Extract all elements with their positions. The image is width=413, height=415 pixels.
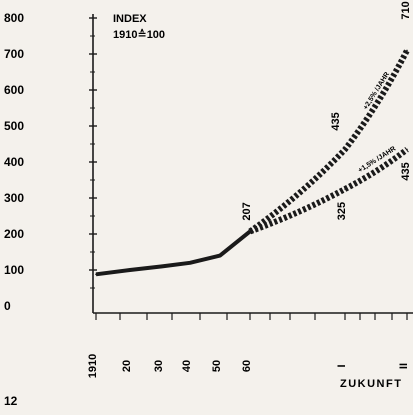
- series-2-point-II: [406, 148, 408, 151]
- y-tick-label-500: 500: [4, 119, 24, 133]
- value-label-325: 325: [336, 202, 348, 220]
- chart-subtitle: 1910≙100: [113, 28, 165, 41]
- x-tick-label-60: 60: [241, 360, 253, 372]
- x-tick-label-40: 40: [181, 360, 193, 372]
- series-0-point-20: [129, 269, 131, 271]
- y-tick-label-800: 800: [4, 11, 24, 25]
- y-tick-label-700: 700: [4, 47, 24, 61]
- y-tick-label-200: 200: [4, 227, 24, 241]
- annotation-layer: 207 435 710 325 435: [241, 1, 412, 220]
- series-1-point-II: [406, 49, 408, 52]
- y-tick-label-600: 600: [4, 83, 24, 97]
- page-number: 12: [4, 394, 18, 408]
- series-line-historic: [95, 229, 252, 277]
- y-axis-tick-labels: 800 700 600 500 400 300 200 100 0: [4, 11, 24, 313]
- series-1-point-I: [344, 148, 346, 151]
- chart-title: INDEX: [113, 13, 147, 25]
- rate-label-1: +2,5% /JAHR: [362, 71, 391, 111]
- value-label-710: 710: [400, 1, 412, 19]
- value-label-435: 435: [400, 162, 412, 180]
- series-0-point-30: [161, 265, 163, 268]
- y-tick-label-300: 300: [4, 191, 24, 205]
- x-axis-label: ZUKUNFT: [340, 378, 402, 390]
- x-tick-label-30: 30: [153, 360, 165, 372]
- y-tick-label-400: 400: [4, 155, 24, 169]
- series-0-point-1910: [95, 273, 97, 276]
- y-axis-ticks: [89, 17, 97, 289]
- y-tick-label-100: 100: [4, 263, 24, 277]
- x-tick-label-20: 20: [121, 360, 133, 372]
- series-2-point-I: [344, 188, 346, 190]
- value-label-207: 207: [241, 202, 253, 220]
- x-tick-label-1910: 1910: [87, 354, 99, 378]
- x-axis-tick-labels: 1910 20 30 40 50 60 I II: [87, 354, 410, 378]
- series-0-point-50: [219, 254, 221, 257]
- series-2-point-60: [249, 230, 251, 233]
- x-tick-label-50: 50: [211, 360, 223, 372]
- series-line-projection-2: [248, 147, 409, 235]
- y-tick-label-0: 0: [4, 299, 11, 313]
- series-0-point-40: [189, 262, 191, 264]
- x-tick-label-I: I: [336, 364, 348, 367]
- x-tick-label-II: II: [398, 363, 410, 369]
- value-label-435: 435: [330, 112, 342, 130]
- series-layer: +2,5% /JAHR+1,5% /JAHR: [95, 49, 410, 277]
- x-axis-ticks: [95, 313, 408, 320]
